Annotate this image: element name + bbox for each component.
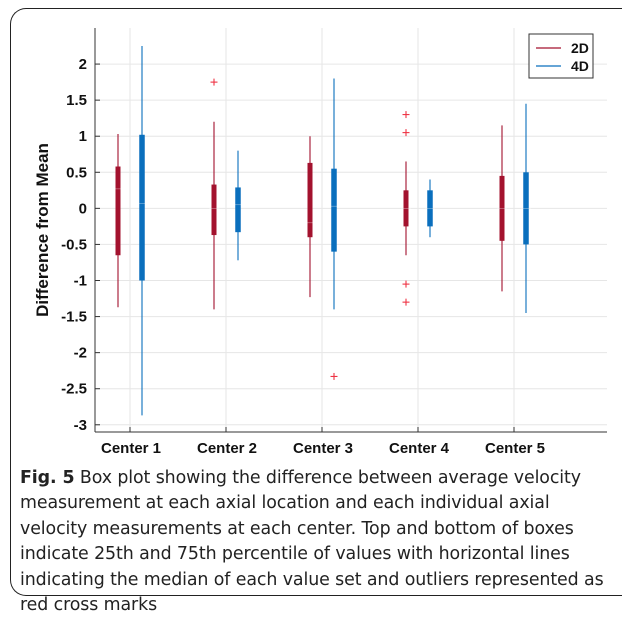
grid-layer	[95, 28, 607, 432]
figure-frame	[10, 8, 622, 596]
box-2D-center-4	[401, 111, 411, 306]
box-4D-center-5	[521, 103, 531, 313]
outlier-marker	[330, 372, 338, 380]
box-plot-chart: -3 -2.5 -2 -1.5 -1 -0.5 0 0.5 1 1.5 2 Center 1 Cente…	[33, 28, 607, 457]
box-body	[307, 162, 313, 238]
box-body	[139, 134, 145, 281]
legend-label-4D: 4D	[571, 58, 589, 74]
y-axis-label: Difference from Mean	[33, 143, 52, 317]
outlier-marker	[210, 78, 218, 86]
box-body	[115, 166, 121, 256]
box-4D-center-1	[137, 46, 147, 416]
y-tick-label: -0.5	[61, 236, 87, 253]
caption-label: Fig. 5	[20, 468, 75, 488]
figure-caption: Fig. 5 Box plot showing the difference b…	[20, 466, 612, 618]
caption-text: Box plot showing the difference between …	[20, 468, 604, 616]
box-2D-center-3	[305, 136, 315, 298]
box-body	[235, 187, 241, 233]
box-4D-center-4	[425, 179, 435, 238]
box-2D-center-5	[497, 125, 507, 292]
y-tick-label: 1	[79, 128, 87, 145]
legend-box	[528, 33, 594, 79]
y-tick-label: 2	[79, 56, 87, 73]
y-tick-label: -1.5	[61, 309, 87, 326]
x-tick-label: Center 5	[485, 440, 545, 457]
y-tick-label: -2.5	[61, 381, 87, 398]
box-4D-center-2	[233, 150, 243, 261]
x-tick-label: Center 4	[389, 440, 450, 457]
outlier-marker	[402, 298, 410, 306]
box-layer	[113, 46, 531, 416]
y-tick-label: 0	[79, 200, 87, 217]
box-2D-center-1	[113, 134, 123, 308]
y-tick-label: -3	[74, 417, 87, 434]
box-4D-center-3	[329, 78, 339, 380]
x-tick-label: Center 1	[101, 440, 161, 457]
y-tick-label: 1.5	[66, 92, 87, 109]
y-tick-label: 0.5	[66, 164, 87, 181]
y-tick-label: -2	[74, 345, 87, 362]
outlier-marker	[402, 280, 410, 288]
x-tick-label: Center 2	[197, 440, 257, 457]
box-2D-center-2	[209, 78, 219, 310]
box-body	[331, 168, 337, 252]
axis-layer: -3 -2.5 -2 -1.5 -1 -0.5 0 0.5 1 1.5 2 Center 1 Cente…	[33, 28, 607, 457]
y-tick-label: -1	[74, 273, 87, 290]
x-tick-label: Center 3	[293, 440, 353, 457]
outlier-marker	[402, 111, 410, 119]
outlier-marker	[402, 129, 410, 137]
legend-label-2D: 2D	[571, 40, 589, 56]
box-body	[211, 184, 217, 236]
